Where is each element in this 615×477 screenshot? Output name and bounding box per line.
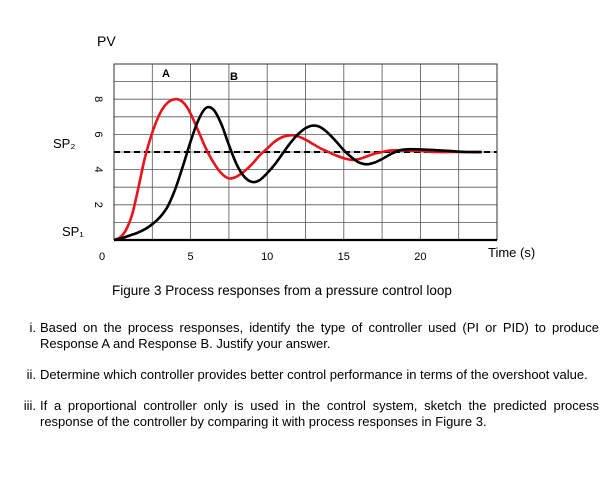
y-tick-labels: 2 4 6 8 bbox=[92, 96, 104, 208]
chart-frame bbox=[113, 63, 498, 242]
series-line-b bbox=[113, 105, 482, 242]
question-item: ii. Determine which controller provides b… bbox=[14, 367, 599, 383]
x-tick-labels: 0 5 10 15 20 bbox=[99, 251, 427, 263]
x-tick-label: 10 bbox=[261, 251, 273, 263]
question-number: i. bbox=[29, 320, 37, 335]
annotation-a: A bbox=[162, 68, 170, 80]
question-item: i. Based on the process responses, identi… bbox=[14, 320, 600, 352]
figure-caption: Figure 3 Process responses from a pressu… bbox=[112, 283, 452, 298]
question-number: ii. bbox=[26, 367, 36, 382]
question-item: iii. If a proportional controller only is… bbox=[14, 398, 599, 430]
chart-series bbox=[113, 97, 482, 242]
annotation-b: B bbox=[230, 71, 238, 83]
question-text: Based on the process responses, identify… bbox=[40, 320, 599, 351]
process-response-chart: 2 4 6 8 0 5 10 15 20 PV Time (s) SP₂ SP₁ A B bbox=[53, 33, 535, 263]
sp1-label: SP₁ bbox=[62, 224, 84, 239]
question-list: i. Based on the process responses, identi… bbox=[14, 320, 599, 445]
question-number: iii. bbox=[23, 398, 36, 413]
x-axis-label: Time (s) bbox=[488, 245, 535, 260]
y-tick-label: 6 bbox=[92, 131, 104, 137]
y-axis-label: PV bbox=[97, 33, 116, 49]
question-text: Determine which controller provides bett… bbox=[40, 367, 588, 382]
x-tick-label: 5 bbox=[188, 251, 194, 263]
plot-frame bbox=[113, 63, 498, 240]
y-tick-label: 4 bbox=[92, 167, 104, 173]
sp2-label: SP₂ bbox=[53, 136, 75, 151]
y-tick-label: 8 bbox=[92, 96, 104, 102]
series-line-a bbox=[113, 97, 482, 242]
x-tick-label: 20 bbox=[414, 251, 426, 263]
x-tick-label: 0 bbox=[99, 251, 105, 263]
y-tick-label: 2 bbox=[92, 202, 104, 208]
x-tick-label: 15 bbox=[338, 251, 350, 263]
question-text: If a proportional controller only is use… bbox=[40, 398, 599, 429]
